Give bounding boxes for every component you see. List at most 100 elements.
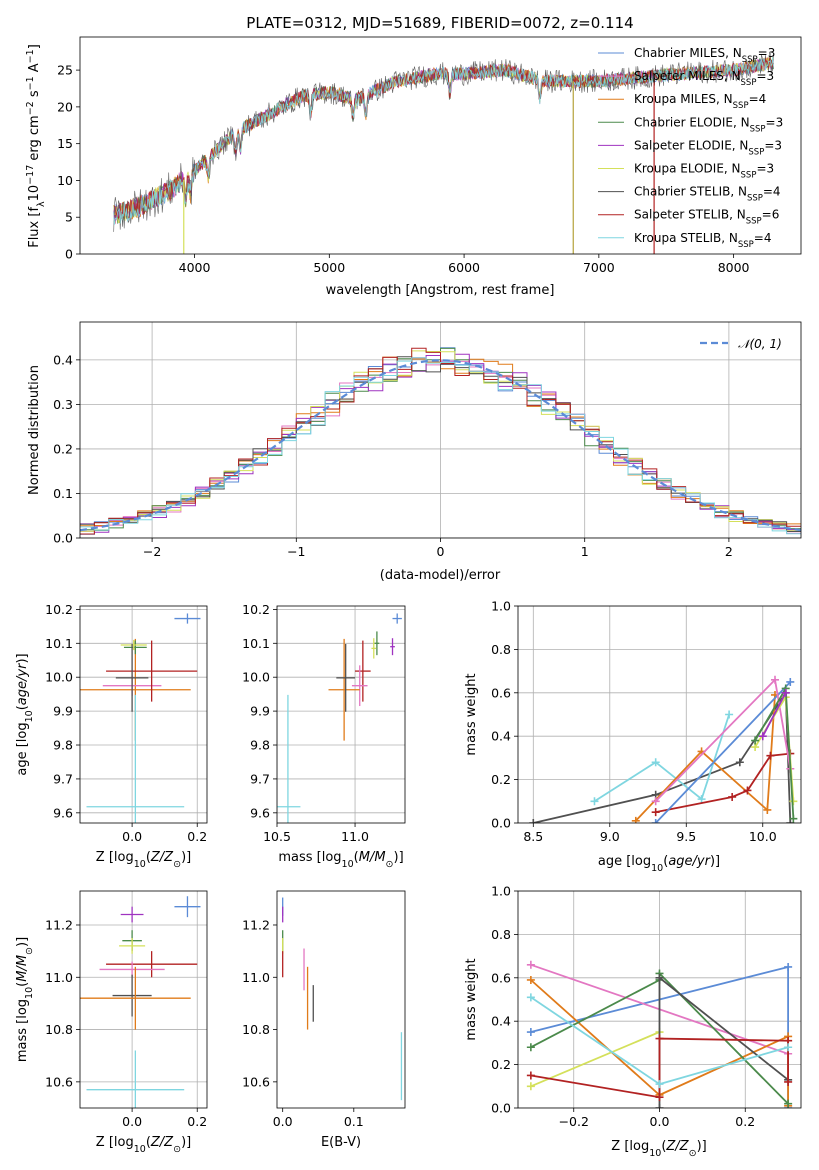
weight-line	[530, 1031, 660, 1088]
weight-marker	[526, 1071, 535, 1080]
axes-frame	[276, 605, 406, 824]
y-tick-label: 10.0	[45, 670, 73, 685]
plot-area	[80, 606, 207, 823]
legend-entry: Chabrier MILES, NSSP=3	[634, 46, 775, 65]
axes-spectrum: 4000 5000 6000 7000 8000 0 5 10 15 20 25 wavelength…	[25, 36, 802, 298]
spectrum-line-kroupa-stelib	[113, 57, 774, 225]
y-tick-label: 0.4	[491, 1014, 511, 1029]
y-axis-label: age [log10(age/yr)]	[15, 653, 35, 775]
y-tick-label: 11.0	[45, 970, 73, 985]
y-tick-label: 25	[57, 63, 73, 78]
weight-marker	[697, 795, 706, 804]
weight-marker	[784, 1043, 793, 1052]
weight-marker	[526, 960, 535, 969]
weight-marker	[651, 808, 660, 817]
weight-marker	[743, 786, 752, 795]
y-tick-label: 11.2	[242, 917, 270, 932]
legend-entry: Kroupa ELODIE, NSSP=3	[634, 162, 774, 181]
axes-frame	[517, 605, 802, 824]
weight-marker	[526, 993, 535, 1002]
y-tick-label: 9.9	[53, 704, 73, 719]
weight-marker	[651, 758, 660, 767]
y-tick-label: 10.8	[45, 1022, 73, 1037]
weight-marker	[786, 819, 795, 823]
y-axis-label: mass weight	[464, 673, 479, 755]
legend-entry: Chabrier STELIB, NSSP=4	[634, 185, 781, 204]
y-tick-label: 11.0	[242, 970, 270, 985]
y-tick-label: 10.6	[45, 1074, 73, 1089]
x-axis-label: wavelength [Angstrom, rest frame]	[326, 283, 555, 298]
weight-marker	[526, 1028, 535, 1037]
x-tick-label: 11.0	[341, 829, 369, 844]
x-tick-label: 4000	[179, 260, 211, 275]
x-tick-label: 0.0	[273, 1114, 293, 1129]
axes-mass-vs-z: 0.0 0.2 10.6 10.8 11.0 11.2 Z [log10(Z/Z⊙)] mas…	[15, 890, 208, 1155]
weight-marker	[526, 1082, 535, 1091]
weight-marker	[590, 797, 599, 806]
plot-area	[113, 51, 774, 254]
x-tick-label: 10.0	[749, 829, 777, 844]
axes-weight-vs-z: −0.2 0.0 0.2 0.0 0.2 0.4 0.6 0.8 1.0 mass weight	[464, 884, 802, 1129]
y-tick-label: 9.6	[250, 805, 270, 820]
weight-marker	[786, 677, 795, 686]
legend-entry: Salpeter MILES, NSSP=3	[634, 69, 774, 88]
weight-line	[655, 677, 792, 802]
weight-marker	[763, 805, 772, 814]
axes-frame	[276, 890, 406, 1109]
axes-mass-vs-ebv: 0.0 0.1 10.6 10.8 11.0 11.2 E(B-V)	[242, 890, 406, 1150]
x-tick-label: 0	[437, 544, 445, 559]
x-axis-label: Z [log10(Z/Z⊙)]	[96, 850, 191, 870]
weight-marker	[770, 675, 779, 684]
x-tick-label: 7000	[583, 260, 615, 275]
weight-marker	[784, 1099, 793, 1108]
legend: Chabrier MILES, NSSP=3 Salpeter MILES, NS…	[598, 46, 783, 250]
x-tick-label: 0.0	[122, 1114, 142, 1129]
x-tick-label: 9.5	[676, 829, 696, 844]
x-axis-label: (data-model)/error	[380, 568, 501, 583]
y-tick-label: 0.0	[491, 816, 511, 831]
x-tick-label: 8000	[718, 260, 750, 275]
y-axis-label: Flux [fλ10−17 erg cm−2 s−1 A−1]	[25, 44, 47, 248]
y-tick-label: 0.0	[491, 1101, 511, 1116]
histogram-step	[80, 356, 801, 532]
y-tick-label: 1.0	[491, 599, 511, 614]
weight-marker	[655, 973, 664, 982]
axes-frame	[79, 605, 208, 824]
y-tick-label: 0.2	[491, 772, 511, 787]
axes-weight-vs-age: 8.5 9.0 9.5 10.0 0.0 0.2 0.4 0.6 0.8 1.0 mass weig…	[464, 599, 802, 844]
x-tick-label: 1	[581, 544, 589, 559]
y-tick-label: 0.8	[491, 642, 511, 657]
y-tick-label: 9.8	[53, 738, 73, 753]
y-tick-label: 0	[65, 247, 73, 262]
y-tick-label: 0.3	[53, 397, 73, 412]
weight-marker	[728, 792, 737, 801]
y-tick-label: 10.2	[45, 602, 73, 617]
weight-marker	[766, 751, 775, 760]
y-tick-label: 9.7	[250, 771, 270, 786]
y-tick-label: 9.6	[53, 805, 73, 820]
x-tick-label: 9.0	[600, 829, 620, 844]
weight-marker	[655, 1093, 664, 1102]
x-tick-label: 10.5	[263, 829, 291, 844]
axes-frame	[79, 36, 802, 255]
x-tick-label: −2	[143, 544, 161, 559]
weight-marker	[631, 816, 640, 823]
x-axis-label: Z [log10(Z/Z⊙)]	[96, 1135, 191, 1155]
legend-entry: Kroupa MILES, NSSP=4	[634, 92, 766, 111]
y-tick-label: 10	[57, 173, 73, 188]
y-tick-label: 0.2	[53, 441, 73, 456]
weight-marker	[529, 819, 538, 823]
x-axis-label: E(B-V)	[321, 1135, 361, 1150]
x-tick-label: 2	[725, 544, 733, 559]
weight-line	[533, 689, 792, 823]
y-axis-label: mass weight	[464, 958, 479, 1040]
axes-residuals: −2 −1 0 1 2 0.0 0.1 0.2 0.3 0.4 (data-model)/error…	[27, 321, 802, 583]
y-tick-label: 1.0	[491, 884, 511, 899]
y-tick-label: 0.1	[53, 486, 73, 501]
weight-line	[594, 714, 730, 803]
x-tick-label: 6000	[448, 260, 480, 275]
chart-title: PLATE=0312, MJD=51689, FIBERID=0072, z=0…	[246, 14, 633, 32]
weight-marker	[751, 736, 760, 745]
weight-line	[655, 681, 791, 823]
